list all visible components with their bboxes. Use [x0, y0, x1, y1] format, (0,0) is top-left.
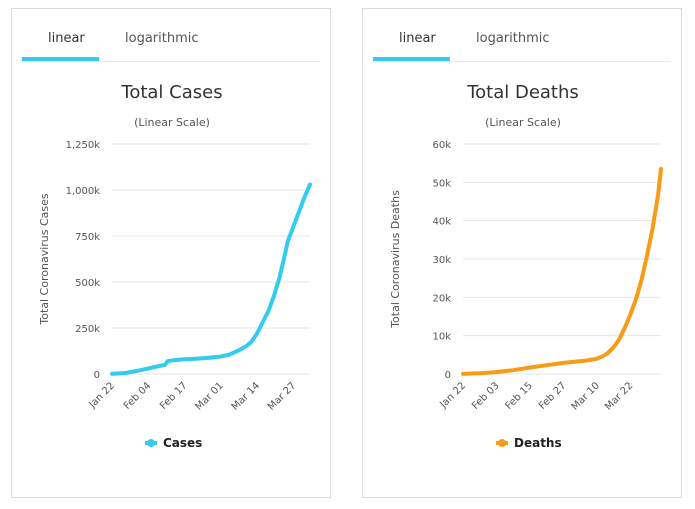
- cases-x-tick-label: Mar 27: [266, 380, 298, 412]
- deaths-x-tick-label: Mar 22: [603, 380, 635, 412]
- cases-x-tick-label: Feb 17: [158, 380, 190, 412]
- deaths-tabbar: linear logarithmic: [373, 9, 671, 62]
- cases-chart-subtitle: (Linear Scale): [134, 116, 210, 129]
- deaths-y-tick-label: 50k: [432, 178, 451, 189]
- deaths-panel: linear logarithmic Total Deaths (Linear S…: [362, 8, 682, 498]
- cases-chart: Total Cases (Linear Scale) 0 250k 500k 750k 1,…: [38, 82, 312, 450]
- deaths-y-tick-label: 0: [445, 370, 451, 381]
- deaths-legend-marker: [498, 439, 506, 447]
- deaths-y-tick-label: 40k: [432, 217, 451, 228]
- cases-y-tick-label: 250k: [75, 324, 100, 335]
- cases-series-line: [110, 182, 312, 376]
- deaths-x-tick-label: Mar 10: [570, 380, 602, 412]
- deaths-chart-title: Total Deaths: [466, 82, 579, 103]
- cases-y-tick-label: 0: [94, 370, 100, 381]
- deaths-y-axis-label: Total Coronavirus Deaths: [389, 190, 402, 329]
- deaths-y-tick-label: 30k: [432, 255, 451, 266]
- cases-panel: linear logarithmic Total Cases (Linear Sc…: [11, 8, 331, 498]
- cases-tab-logarithmic[interactable]: logarithmic: [125, 31, 199, 46]
- cases-y-tick-label: 750k: [75, 232, 100, 243]
- cases-y-axis-label: Total Coronavirus Cases: [38, 193, 51, 326]
- deaths-chart: Total Deaths (Linear Scale) 0 10k 20k 30k 40k 5…: [389, 82, 663, 450]
- cases-legend-label: Cases: [163, 436, 202, 450]
- deaths-tab-active-indicator: [373, 57, 450, 61]
- cases-y-tick-label: 1,000k: [66, 186, 101, 197]
- cases-chart-title: Total Cases: [120, 82, 222, 103]
- cases-y-tick-label: 500k: [75, 278, 100, 289]
- deaths-legend-label: Deaths: [514, 436, 562, 450]
- cases-tab-linear[interactable]: linear: [48, 31, 85, 46]
- deaths-y-tick-label: 60k: [432, 140, 451, 151]
- cases-x-tick-label: Mar 01: [194, 380, 226, 412]
- deaths-chart-subtitle: (Linear Scale): [485, 116, 561, 129]
- cases-tabbar: linear logarithmic: [22, 9, 320, 62]
- deaths-x-tick-label: Feb 03: [470, 380, 502, 412]
- deaths-y-tick-label: 10k: [432, 332, 451, 343]
- deaths-x-tick-label: Feb 15: [504, 380, 536, 412]
- deaths-x-tick-label: Feb 27: [537, 380, 569, 412]
- cases-x-tick-label: Mar 14: [230, 380, 262, 412]
- deaths-legend[interactable]: Deaths: [496, 436, 562, 450]
- cases-x-tick-label: Jan 22: [86, 380, 117, 411]
- cases-y-tick-label: 1,250k: [66, 140, 101, 151]
- cases-legend-marker: [147, 439, 155, 447]
- deaths-series-line: [461, 166, 663, 376]
- deaths-y-tick-label: 20k: [432, 293, 451, 304]
- deaths-x-tick-label: Jan 22: [437, 380, 468, 411]
- cases-legend[interactable]: Cases: [145, 436, 202, 450]
- deaths-tab-linear[interactable]: linear: [399, 31, 436, 46]
- cases-tab-active-indicator: [22, 57, 99, 61]
- deaths-tab-logarithmic[interactable]: logarithmic: [476, 31, 550, 46]
- cases-x-tick-label: Feb 04: [122, 380, 154, 412]
